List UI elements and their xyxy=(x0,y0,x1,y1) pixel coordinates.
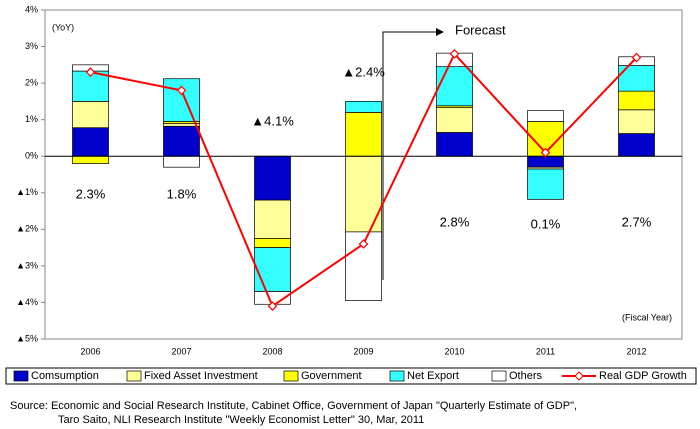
y-tick-label: ▲3% xyxy=(16,260,38,270)
x-tick-label: 2011 xyxy=(536,346,555,356)
data-label: 2.7% xyxy=(622,214,652,229)
line-marker xyxy=(85,67,96,77)
y-tick-label: ▲5% xyxy=(16,333,38,343)
line-marker xyxy=(631,52,642,63)
forecast-arrow xyxy=(382,31,436,280)
line-marker xyxy=(267,301,278,311)
bar-segment xyxy=(254,238,291,248)
y-tick-label: 1% xyxy=(25,114,38,124)
bar-segment xyxy=(254,247,291,292)
data-label: 2.3% xyxy=(76,186,106,201)
legend-swatch xyxy=(283,370,299,382)
bar-segment xyxy=(436,107,473,133)
bar-segment xyxy=(618,109,655,134)
x-tick-label: 2008 xyxy=(262,346,282,356)
data-label: 2.8% xyxy=(440,214,470,229)
line-marker xyxy=(540,147,551,158)
legend-label: Government xyxy=(301,370,362,382)
x-tick-label: 2006 xyxy=(80,346,100,356)
forecast-label: Forecast xyxy=(455,22,506,37)
bar-segment xyxy=(254,155,291,201)
bar-segment xyxy=(618,133,655,157)
legend-marker xyxy=(574,371,584,381)
bar-segment xyxy=(527,110,564,122)
source-line: Source: Economic and Social Research Ins… xyxy=(10,400,577,412)
bar-segment xyxy=(527,155,564,168)
x-unit-label: (Fiscal Year) xyxy=(622,312,672,322)
legend-label: Others xyxy=(509,370,543,382)
bar-segment xyxy=(163,125,200,157)
x-tick-label: 2012 xyxy=(626,346,646,356)
legend-swatch xyxy=(126,370,142,382)
bar-segment xyxy=(163,78,200,122)
bar-segment xyxy=(436,66,473,107)
plot-frame xyxy=(44,9,683,340)
data-label: 0.1% xyxy=(531,216,561,231)
unit-label: (YoY) xyxy=(52,22,74,32)
bar-segment xyxy=(345,155,382,233)
legend-swatch xyxy=(491,370,507,382)
bar-segment xyxy=(72,101,109,129)
bar-segment xyxy=(618,90,655,111)
y-tick-label: ▲1% xyxy=(16,187,38,197)
y-tick-label: 3% xyxy=(25,41,38,51)
bar-segment xyxy=(527,168,564,200)
line-marker xyxy=(449,49,460,59)
legend-swatch xyxy=(389,370,405,382)
x-tick-label: 2009 xyxy=(353,346,373,356)
bar-segment xyxy=(254,199,291,239)
y-tick-label: 2% xyxy=(25,77,38,87)
y-tick-label: ▲4% xyxy=(16,297,38,307)
bar-segment xyxy=(72,155,109,164)
legend-label: Real GDP Growth xyxy=(599,370,687,382)
y-tick-label: 4% xyxy=(25,4,38,14)
data-label: 1.8% xyxy=(167,186,197,201)
data-label: ▲2.4% xyxy=(342,64,385,79)
legend-swatch xyxy=(13,370,29,382)
forecast-arrowhead xyxy=(436,28,444,36)
bar-segment xyxy=(72,127,109,157)
line-marker xyxy=(176,85,187,96)
source-line: Taro Saito, NLI Research Institute "Week… xyxy=(58,414,424,426)
bar-segment xyxy=(163,155,200,168)
y-tick-label: ▲2% xyxy=(16,224,38,234)
bar-segment xyxy=(436,132,473,157)
line-marker xyxy=(358,239,369,249)
x-tick-label: 2010 xyxy=(444,346,464,356)
legend-label: Comsumption xyxy=(31,370,99,382)
bar-segment xyxy=(345,101,382,113)
x-tick-label: 2007 xyxy=(171,346,191,356)
bar-segment xyxy=(163,122,200,127)
y-tick-label: 0% xyxy=(25,151,38,161)
bar-segment xyxy=(345,112,382,157)
legend-label: Net Export xyxy=(407,370,459,382)
legend-label: Fixed Asset Investment xyxy=(144,370,258,382)
data-label: ▲4.1% xyxy=(251,113,294,128)
legend-frame xyxy=(5,367,697,385)
